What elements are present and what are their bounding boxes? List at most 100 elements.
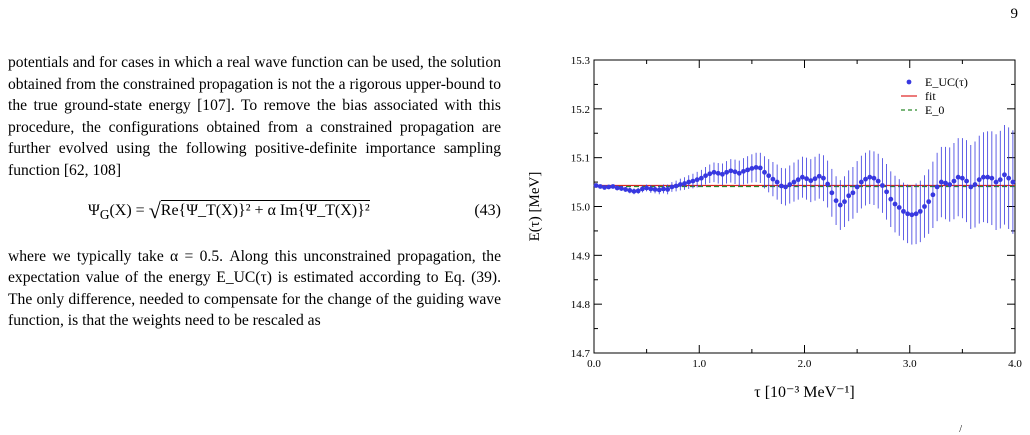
data-point: [698, 175, 704, 181]
data-point: [741, 168, 746, 174]
data-point: [850, 190, 856, 196]
x-tick-label: 4.0: [1008, 358, 1022, 370]
data-point: [783, 184, 788, 190]
data-point: [791, 179, 797, 185]
paragraph-1: potentials and for cases in which a real…: [8, 54, 501, 179]
data-point: [648, 186, 654, 192]
y-tick-label: 15.3: [571, 55, 591, 67]
data-point: [947, 182, 953, 187]
x-tick-label: 2.0: [798, 358, 812, 370]
data-point: [703, 173, 708, 179]
y-tick-label: 15.0: [571, 202, 591, 214]
data-point: [959, 175, 965, 181]
data-point: [892, 201, 898, 207]
data-point: [762, 169, 767, 175]
data-point: [682, 181, 687, 186]
data-point: [871, 175, 877, 181]
data-point: [749, 166, 755, 171]
data-point: [846, 193, 852, 199]
data-point: [728, 168, 734, 174]
y-tick-label: 14.7: [571, 348, 591, 360]
equation-radicand: Re{Ψ_T(X)}² + α Im{Ψ_T(X)}²: [160, 199, 370, 219]
data-point: [825, 181, 831, 187]
paragraph-2: where we typically take α = 0.5. Along t…: [8, 247, 501, 330]
data-point: [922, 204, 927, 209]
data-point: [753, 165, 759, 170]
data-point: [901, 208, 906, 214]
data-point: [829, 190, 835, 196]
data-point: [690, 178, 696, 184]
data-point: [930, 192, 936, 198]
data-point: [618, 186, 624, 191]
data-point: [842, 199, 847, 205]
data-point: [934, 184, 940, 190]
energy-chart: 0.0 1.0 2.0 3.0 4.0 14.7 14.8 14.9 15.0 15.1 15.2 1…: [527, 55, 1022, 401]
x-tick-label: 1.0: [692, 358, 706, 370]
data-point: [968, 184, 974, 190]
corner-mark: /: [959, 424, 962, 435]
data-point: [623, 187, 628, 192]
data-point: [686, 179, 692, 185]
equation-body: ΨG(X) = √Re{Ψ_T(X)}² + α Im{Ψ_T(X)}²: [88, 197, 370, 223]
legend-label: E_0: [925, 103, 944, 117]
data-point: [720, 171, 725, 177]
data-point: [711, 169, 717, 175]
data-point: [757, 165, 763, 171]
data-point: [669, 184, 675, 190]
data-point: [1002, 172, 1007, 178]
data-points: [593, 124, 1016, 245]
equation-number: (43): [474, 201, 501, 219]
data-point: [673, 183, 679, 189]
data-point: [976, 177, 982, 183]
data-point: [631, 188, 637, 194]
data-point: [804, 176, 810, 182]
data-point: [884, 189, 889, 195]
data-point: [677, 182, 683, 187]
data-point: [593, 183, 599, 188]
data-point: [745, 167, 751, 173]
data-point: [951, 178, 957, 184]
data-point: [1010, 179, 1016, 185]
data-point: [644, 185, 650, 191]
data-point: [943, 180, 948, 186]
data-point: [602, 185, 607, 190]
data-point: [816, 173, 822, 179]
data-point: [833, 198, 839, 204]
data-point: [707, 171, 713, 177]
legend-label: E_UC(τ): [925, 75, 968, 89]
data-point: [867, 174, 873, 180]
equation-43: ΨG(X) = √Re{Ψ_T(X)}² + α Im{Ψ_T(X)}² (43…: [8, 190, 501, 238]
figure-energy-vs-tau: 0.0 1.0 2.0 3.0 4.0 14.7 14.8 14.9 15.0 15.1 15.2 1…: [515, 40, 1030, 435]
data-point: [606, 184, 612, 190]
y-tick-label: 15.1: [571, 153, 590, 165]
data-point: [1006, 175, 1012, 181]
data-point: [770, 176, 776, 182]
data-point: [799, 174, 805, 180]
data-point: [875, 178, 881, 184]
data-point: [715, 170, 721, 176]
data-point: [879, 183, 885, 188]
data-point: [724, 169, 730, 175]
y-tick-label: 14.8: [571, 299, 591, 311]
data-point: [909, 212, 915, 218]
x-tick-label: 0.0: [587, 358, 601, 370]
data-point: [766, 173, 772, 179]
data-point: [665, 187, 671, 192]
data-point: [888, 196, 894, 202]
data-point: [926, 199, 932, 205]
data-point: [837, 202, 843, 208]
data-point: [694, 177, 700, 183]
data-point: [614, 185, 620, 191]
data-point: [787, 182, 793, 187]
data-point: [640, 186, 645, 192]
data-point: [635, 188, 641, 194]
data-point: [854, 184, 860, 190]
data-point: [972, 182, 978, 187]
data-point: [610, 184, 616, 189]
legend-marker-point: [906, 79, 912, 85]
data-point: [863, 176, 868, 182]
page-number: 9: [1010, 6, 1019, 22]
data-point: [808, 178, 814, 184]
data-point: [985, 174, 991, 180]
